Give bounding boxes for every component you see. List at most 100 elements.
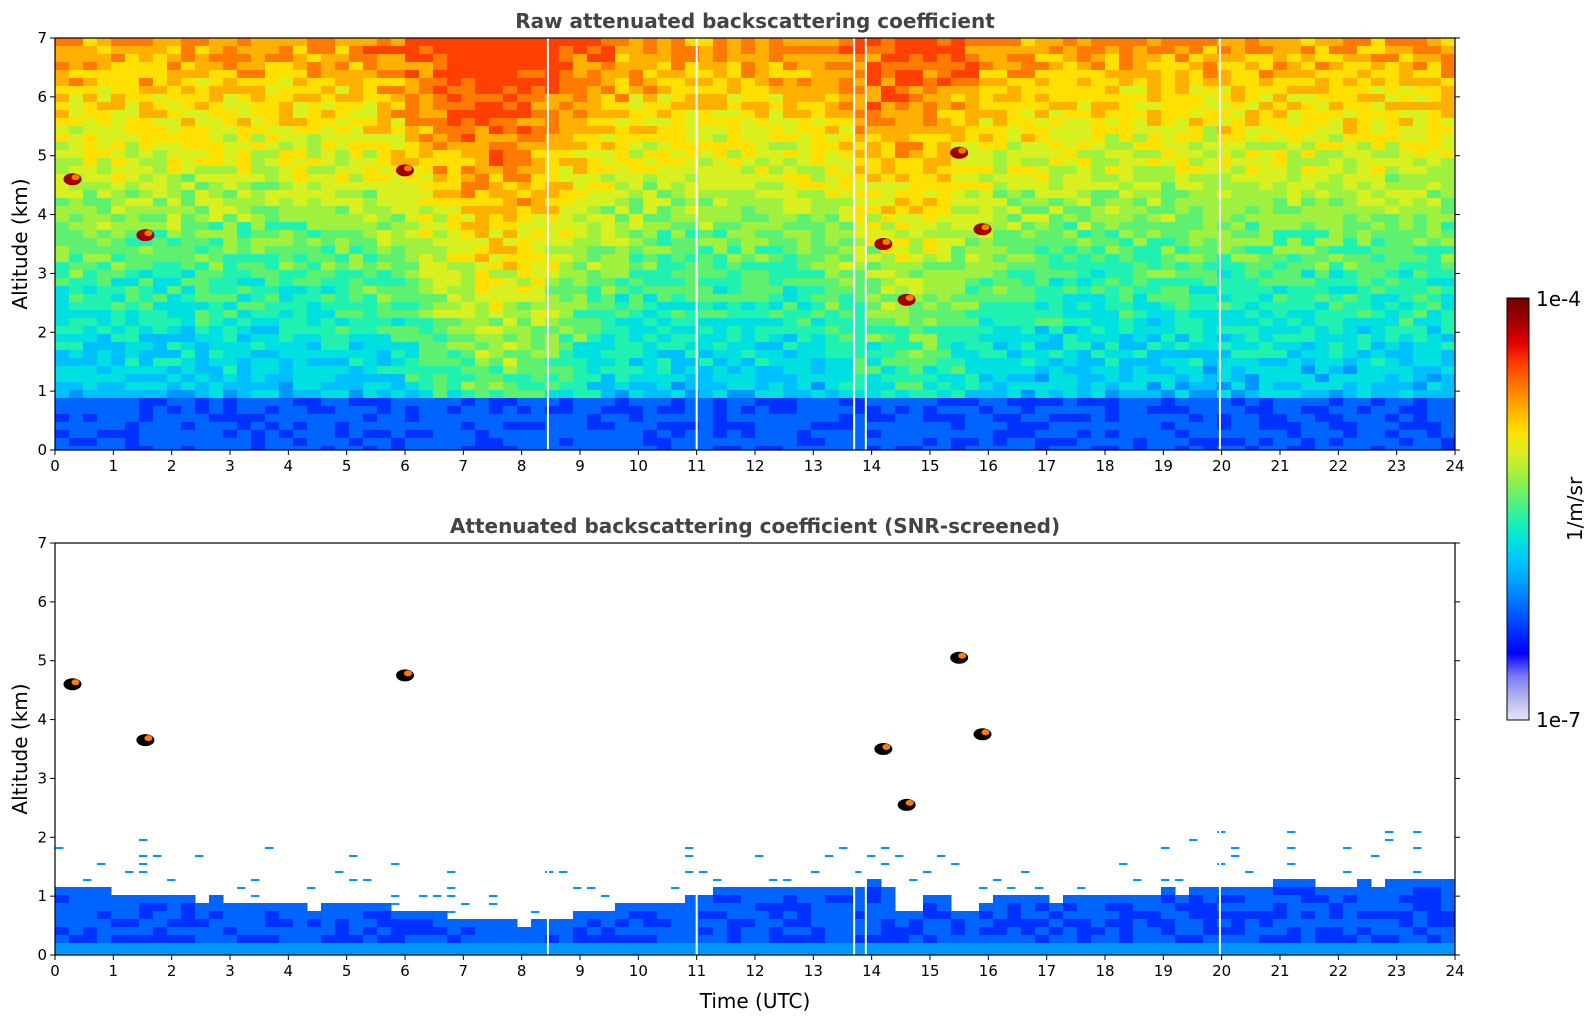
heat-cell (811, 86, 826, 95)
heat-cell (1371, 38, 1386, 47)
heat-cell (419, 150, 434, 159)
heat-cell (405, 110, 420, 119)
heat-cell (111, 286, 126, 295)
heat-cell (1189, 62, 1204, 71)
heat-cell (391, 262, 406, 271)
heat-cell (1343, 118, 1358, 127)
heat-cell (629, 110, 644, 119)
heat-cell (111, 222, 126, 231)
heat-cell (405, 334, 420, 343)
heat-cell (181, 150, 196, 159)
heat-cell (1301, 310, 1316, 319)
heat-cell (1119, 286, 1134, 295)
heat-cell (1217, 246, 1232, 255)
heat-cell (1357, 190, 1372, 199)
heat-cell (727, 390, 742, 399)
heat-cell (1077, 198, 1092, 207)
heat-cell (307, 62, 322, 71)
heat-cell (111, 422, 126, 431)
heat-cell (503, 110, 518, 119)
heat-cell (307, 334, 322, 343)
heat-cell (1343, 134, 1358, 143)
heat-cell (517, 246, 532, 255)
heat-cell (195, 350, 210, 359)
heat-cell (573, 334, 588, 343)
heat-cell (1189, 54, 1204, 63)
heat-cell (433, 142, 448, 151)
heat-cell (1105, 94, 1120, 103)
heat-cell (1217, 102, 1232, 111)
heat-cell (629, 294, 644, 303)
heat-cell (419, 302, 434, 311)
heat-cell (1273, 118, 1288, 127)
heat-cell (293, 142, 308, 151)
heat-cell (1343, 190, 1358, 199)
heat-cell (69, 142, 84, 151)
heat-cell (335, 358, 350, 367)
heat-cell (741, 190, 756, 199)
heat-cell (1357, 206, 1372, 215)
heat-cell (1189, 222, 1204, 231)
heat-cell (307, 278, 322, 287)
heat-cell (629, 150, 644, 159)
heat-cell (881, 110, 896, 119)
heat-cell (881, 318, 896, 327)
heat-cell (1343, 174, 1358, 183)
heat-cell (769, 94, 784, 103)
heat-cell (1189, 126, 1204, 135)
heat-cell (727, 94, 742, 103)
heat-cell (237, 230, 252, 239)
heat-cell (1147, 254, 1162, 263)
heat-cell (685, 214, 700, 223)
heat-cell (405, 142, 420, 151)
heat-cell (265, 102, 280, 111)
heat-cell (503, 94, 518, 103)
heat-cell (223, 366, 238, 375)
heat-cell (853, 110, 868, 119)
heat-cell (307, 230, 322, 239)
heat-cell (1231, 438, 1246, 447)
heat-cell (881, 406, 896, 415)
heat-cell (727, 174, 742, 183)
heat-cell (769, 174, 784, 183)
heat-cell (797, 110, 812, 119)
heat-cell (419, 118, 434, 127)
heat-cell (643, 374, 658, 383)
heat-cell (1007, 70, 1022, 79)
heat-cell (979, 190, 994, 199)
heat-cell (965, 342, 980, 351)
heat-cell (587, 86, 602, 95)
heat-cell (503, 190, 518, 199)
heat-cell (139, 350, 154, 359)
heat-cell (111, 350, 126, 359)
heat-cell (755, 422, 770, 431)
heat-cell (223, 278, 238, 287)
heat-cell (1287, 350, 1302, 359)
heat-cell (237, 238, 252, 247)
heat-cell (993, 350, 1008, 359)
heat-cell (1175, 262, 1190, 271)
heat-cell (1259, 110, 1274, 119)
heat-cell (783, 350, 798, 359)
heat-cell (209, 438, 224, 447)
heat-cell (1259, 342, 1274, 351)
heat-cell (993, 150, 1008, 159)
heat-cell (1161, 446, 1176, 450)
heat-cell (1021, 270, 1036, 279)
heat-cell (97, 254, 112, 263)
heat-cell (1035, 190, 1050, 199)
heat-cell (615, 230, 630, 239)
heat-cell (405, 230, 420, 239)
heat-cell (1287, 214, 1302, 223)
heat-cell (937, 126, 952, 135)
heat-cell (601, 278, 616, 287)
heat-cell (1245, 38, 1260, 47)
heat-cell (1007, 150, 1022, 159)
heat-cell (489, 94, 504, 103)
heat-cell (181, 198, 196, 207)
heat-cell (111, 406, 126, 415)
heat-cell (825, 286, 840, 295)
heat-cell (671, 406, 686, 415)
heat-cell (55, 262, 70, 271)
heat-cell (573, 326, 588, 335)
